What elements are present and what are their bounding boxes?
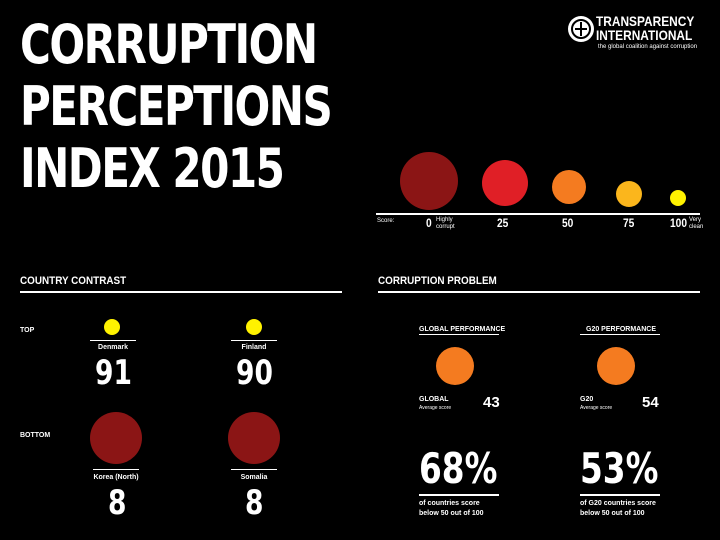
g20-circle (597, 347, 635, 385)
scale-circle-50 (552, 170, 586, 204)
bottom-label: BOTTOM (20, 432, 51, 439)
title-line-3: INDEX 2015 (20, 137, 285, 200)
scale-tick-25: 25 (497, 216, 509, 230)
pct1-desc-2: below 50 out of 100 (419, 510, 484, 517)
finland-circle (246, 319, 262, 335)
logo-line-2: INTERNATIONAL (596, 27, 693, 43)
globe-icon (568, 16, 594, 42)
pct-g20-below-50: 53% (580, 444, 659, 493)
logo-line-1: TRANSPARENCY (596, 13, 695, 29)
logo-tagline: the global coalition against corruption (598, 44, 698, 50)
denmark-rule (90, 340, 136, 341)
scale-high-note-1: Very (689, 217, 702, 223)
scale-tick-100: 100 (670, 216, 688, 230)
pct1-rule (419, 494, 499, 496)
country-name-korea-north: Korea (North) (93, 474, 139, 481)
korea-circle (90, 412, 142, 464)
pct2-rule (580, 494, 660, 496)
pct1-desc-1: of countries score (419, 500, 480, 507)
finland-rule (231, 340, 277, 341)
country-score-korea-north: 8 (108, 483, 127, 523)
scale-circle-100 (670, 190, 686, 206)
scale-low-note-2: corrupt (436, 224, 455, 230)
logo-text: TRANSPARENCY INTERNATIONAL (596, 14, 694, 42)
scale-circle-75 (616, 181, 642, 207)
g20-performance-rule (580, 334, 660, 335)
country-contrast-heading: COUNTRY CONTRAST (20, 275, 127, 287)
pct-countries-below-50: 68% (419, 444, 498, 493)
g20-sub: Average score (580, 405, 613, 411)
corruption-problem-rule (378, 291, 700, 293)
country-name-finland: Finland (241, 344, 267, 351)
country-score-somalia: 8 (245, 483, 264, 523)
top-label: TOP (20, 327, 35, 334)
country-score-denmark: 91 (95, 353, 132, 393)
scale-tick-50: 50 (562, 216, 574, 230)
g20-performance-heading: G20 PERFORMANCE (586, 326, 657, 333)
global-sub: Average score (419, 405, 452, 411)
country-contrast-rule (20, 291, 342, 293)
global-performance-heading: GLOBAL PERFORMANCE (419, 326, 506, 333)
somalia-circle (228, 412, 280, 464)
scale-tick-0: 0 (426, 216, 432, 230)
global-performance-rule (419, 334, 499, 335)
title-line-1: CORRUPTION (20, 13, 318, 76)
denmark-circle (104, 319, 120, 335)
korea-rule (93, 469, 139, 470)
global-score: 43 (483, 394, 500, 411)
country-name-somalia: Somalia (240, 474, 268, 481)
somalia-rule (231, 469, 277, 470)
g20-label: G20 (580, 396, 594, 403)
page-title: CORRUPTION PERCEPTIONS INDEX 2015 (20, 13, 333, 200)
country-score-finland: 90 (236, 353, 273, 393)
scale-line (376, 213, 700, 215)
global-label: GLOBAL (419, 396, 449, 403)
country-name-denmark: Denmark (98, 344, 128, 351)
scale-tick-75: 75 (623, 216, 635, 230)
pct2-desc-1: of G20 countries score (580, 500, 656, 507)
global-circle (436, 347, 474, 385)
scale-low-note-1: Highly (436, 217, 453, 223)
scale-circle-0 (400, 152, 458, 210)
pct2-desc-2: below 50 out of 100 (580, 510, 645, 517)
title-line-2: PERCEPTIONS (20, 75, 333, 138)
scale-label: Score: (377, 218, 395, 224)
corruption-problem-heading: CORRUPTION PROBLEM (378, 275, 497, 287)
g20-score: 54 (642, 394, 659, 411)
scale-high-note-2: clean (689, 224, 704, 230)
scale-circle-25 (482, 160, 528, 206)
